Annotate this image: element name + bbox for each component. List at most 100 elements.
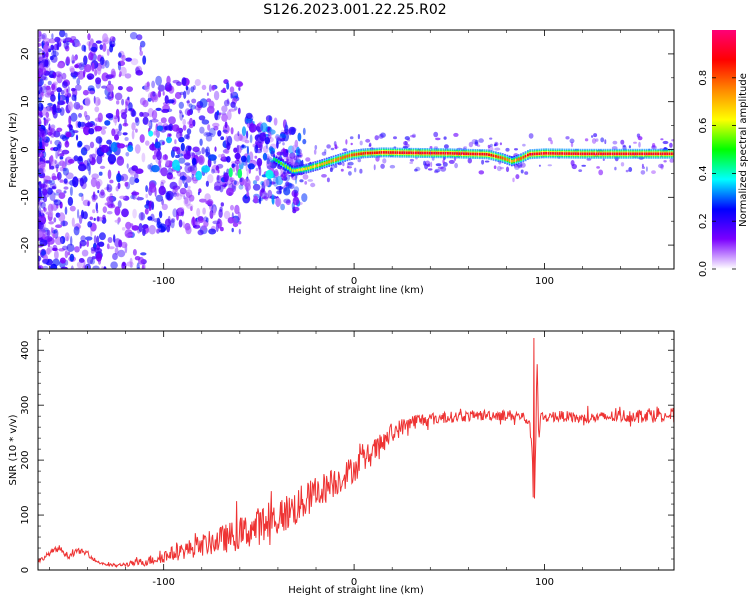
spectrogram-y-ticks: -20 -10 0 10 20 [20, 29, 674, 270]
snr-y-tick-label: 100 [20, 506, 31, 525]
noise-blob [524, 171, 529, 175]
ridge-cell [309, 166, 312, 169]
ridge-cell [394, 151, 397, 154]
noise-blob [38, 37, 42, 42]
noise-blob [240, 155, 247, 163]
spectrogram-y-tick-label: 20 [20, 48, 31, 61]
ridge-cell [531, 152, 534, 156]
noise-blob [164, 95, 169, 104]
ridge-cell [593, 152, 595, 156]
ridge-cell [638, 152, 641, 156]
noise-blob [44, 235, 53, 242]
noise-blob [373, 164, 376, 171]
ridge-cell [641, 152, 643, 156]
noise-blob [106, 211, 113, 215]
noise-blob [47, 48, 52, 53]
noise-blob [70, 235, 73, 246]
noise-blob [156, 150, 162, 161]
noise-blob [52, 185, 57, 190]
noise-blob [50, 155, 54, 162]
noise-blob [262, 145, 269, 154]
noise-blob [98, 232, 106, 241]
noise-blob [139, 50, 143, 56]
noise-blob [38, 42, 42, 47]
noise-blob [190, 104, 196, 110]
noise-blob [55, 212, 61, 218]
noise-blob [125, 233, 134, 237]
noise-blob [522, 143, 526, 147]
noise-blob [600, 137, 605, 143]
noise-blob [160, 167, 168, 177]
noise-blob [193, 85, 196, 91]
noise-blob [234, 80, 243, 88]
noise-blob [528, 133, 534, 139]
noise-blob [88, 41, 91, 51]
noise-blob [347, 161, 354, 166]
noise-blob [124, 181, 129, 187]
noise-blob [47, 102, 53, 107]
noise-blob [201, 119, 210, 125]
noise-blob [72, 75, 77, 80]
noise-blob [403, 141, 408, 146]
noise-blob [213, 206, 216, 216]
noise-blob [52, 103, 57, 113]
noise-blob [102, 43, 107, 52]
noise-blob [199, 138, 203, 146]
ridge-cell [403, 151, 406, 154]
ridge-cell [572, 152, 575, 155]
noise-blob [86, 256, 94, 265]
ridge-blob [234, 152, 241, 160]
noise-blob [38, 66, 47, 75]
noise-blob [194, 79, 201, 86]
noise-blob [75, 222, 81, 228]
ridge-blob [226, 156, 231, 163]
noise-blob [106, 83, 114, 93]
noise-blob [155, 107, 162, 111]
noise-blob [378, 133, 384, 139]
noise-blob [126, 86, 133, 92]
noise-blob [60, 266, 69, 269]
noise-blob [321, 174, 327, 178]
noise-blob [86, 162, 91, 172]
noise-blob [60, 89, 65, 95]
noise-blob [162, 91, 165, 96]
ridge-cell [597, 152, 600, 156]
noise-blob [179, 91, 185, 95]
noise-blob [660, 164, 664, 170]
noise-blob [243, 178, 251, 188]
noise-blob [357, 134, 360, 140]
noise-blob [46, 86, 52, 96]
colorbar: 0.0 0.2 0.4 0.6 0.8 Normalized spectral ampl… [698, 30, 749, 277]
noise-blob [591, 138, 597, 144]
noise-blob [249, 134, 253, 144]
ridge-cell [488, 153, 490, 156]
noise-blob [199, 98, 208, 108]
noise-blob [94, 96, 101, 107]
noise-blob [182, 118, 186, 126]
ridge-cell [506, 158, 509, 161]
noise-blob [49, 74, 55, 78]
ridge-cell [458, 152, 461, 155]
noise-blob [189, 117, 193, 126]
noise-blob [78, 258, 85, 263]
snr-x-tick-label: 100 [535, 577, 554, 588]
noise-blob [103, 266, 107, 269]
noise-blob [135, 117, 140, 127]
noise-blob [59, 257, 66, 264]
noise-blob [269, 158, 277, 163]
ridge-cell [600, 152, 602, 156]
noise-blob [109, 44, 114, 53]
noise-blob [669, 142, 673, 148]
spectrogram-x-tick-label: 100 [535, 276, 554, 287]
ridge-cell [606, 152, 609, 156]
noise-blob [345, 139, 348, 145]
noise-blob [478, 170, 485, 175]
noise-blob [224, 121, 228, 129]
noise-blob [145, 193, 148, 199]
noise-blob [230, 101, 236, 108]
noise-blob [220, 226, 224, 232]
noise-blob [122, 132, 128, 136]
noise-blob [55, 189, 62, 194]
noise-blob [109, 36, 116, 42]
noise-blob [83, 144, 91, 152]
